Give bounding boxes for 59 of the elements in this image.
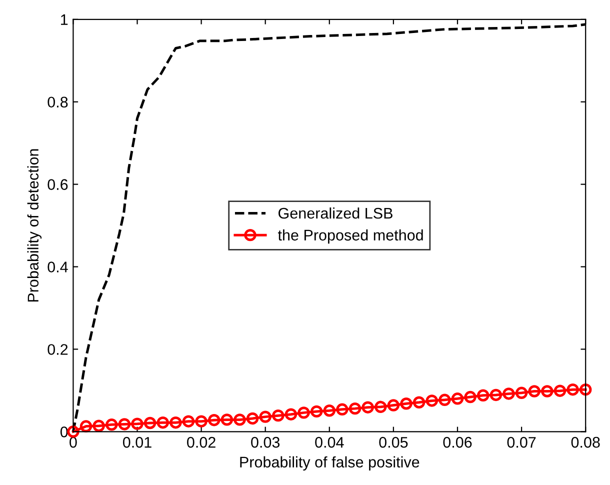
point: [67, 426, 80, 438]
point: [259, 410, 272, 423]
point: [387, 399, 400, 412]
point: [310, 405, 323, 418]
x-tick-label: 0.05: [379, 436, 408, 448]
point: [400, 398, 412, 410]
x-tick-label: 0.07: [507, 436, 536, 448]
point: [246, 412, 259, 425]
point: [323, 404, 336, 417]
y-tick-label: 0.8: [48, 96, 68, 108]
point: [451, 392, 464, 405]
x-tick-label: 0.01: [122, 436, 152, 448]
point: [272, 409, 284, 422]
point: [502, 388, 515, 400]
y-tick-label: 0: [60, 426, 68, 438]
x-tick-label: 0.06: [443, 436, 472, 448]
point: [80, 420, 92, 432]
point: [566, 383, 579, 396]
point: [515, 386, 528, 400]
y-tick-label: 0.4: [48, 262, 68, 272]
legend-label: the Proposed method: [278, 229, 423, 244]
point: [554, 384, 566, 397]
point: [118, 418, 131, 430]
y-tick-label: 0.2: [48, 344, 68, 355]
point: [490, 388, 502, 402]
y-tick-label: 0.6: [48, 179, 68, 190]
x-tick-label: 0.08: [571, 436, 600, 448]
point: [92, 420, 105, 432]
point: [412, 396, 426, 408]
legend-label: Generalized LSB: [278, 207, 392, 219]
point: [220, 414, 234, 426]
point: [348, 402, 362, 415]
x-tick-label: 0.04: [315, 436, 344, 448]
y-axis-title: Probability of detection: [27, 149, 42, 302]
point: [144, 416, 156, 430]
point: [131, 418, 144, 430]
point: [374, 400, 387, 414]
point: [298, 406, 310, 419]
point: [208, 414, 220, 426]
point: [234, 414, 246, 426]
point: [426, 394, 438, 407]
point: [528, 385, 540, 398]
point: [195, 415, 208, 428]
point: [541, 385, 554, 398]
y-tick-label: 1: [61, 14, 68, 25]
point: [156, 416, 169, 429]
point: [336, 403, 348, 416]
x-tick-label: 0.02: [187, 436, 216, 448]
x-axis-title: Probability of false positive: [240, 456, 420, 471]
point: [579, 383, 592, 396]
point: [182, 415, 195, 428]
point: [284, 408, 298, 420]
point: [106, 418, 118, 431]
point: [464, 390, 476, 404]
point: [477, 389, 490, 402]
point: [438, 394, 451, 406]
x-tick-label: 0.03: [251, 436, 280, 448]
point: [170, 416, 182, 429]
point: [362, 401, 374, 414]
